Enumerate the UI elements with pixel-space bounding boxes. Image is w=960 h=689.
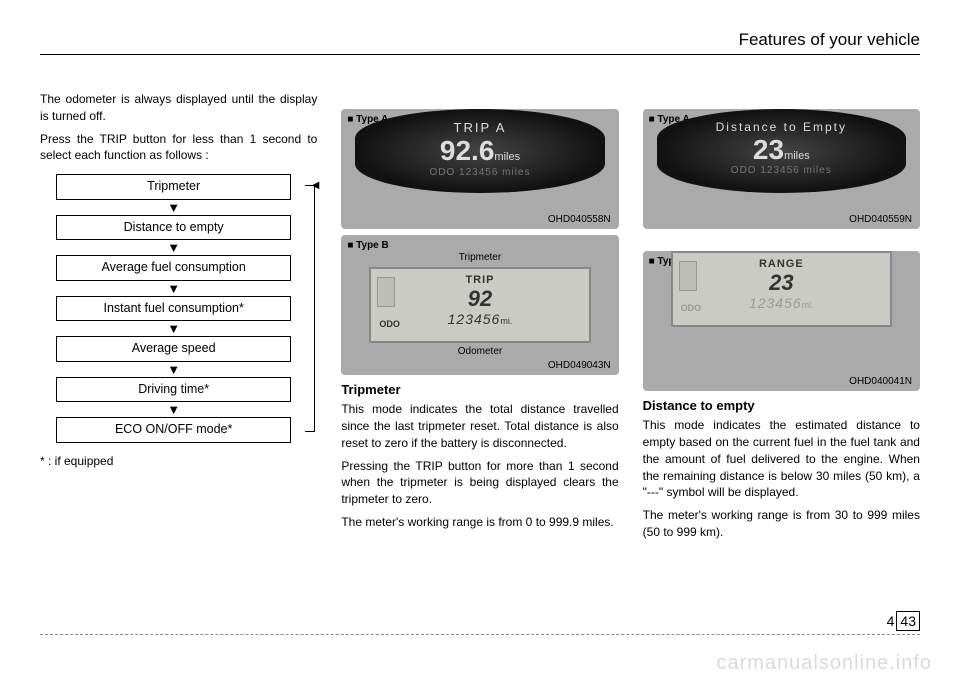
flow-avgfuel: Average fuel consumption — [56, 255, 291, 281]
intro-text: The odometer is always displayed until t… — [40, 91, 317, 164]
image-code: OHD040041N — [849, 373, 916, 389]
tripmeter-heading: Tripmeter — [341, 381, 618, 399]
trip-p1: This mode indicates the total distance t… — [341, 401, 618, 451]
dte-b-mid: 23 — [673, 272, 890, 294]
page-num: 43 — [896, 611, 920, 631]
cut-line — [40, 634, 920, 635]
arrow-down-icon: ▼ — [40, 241, 307, 254]
dte-display-type-b: ■ Type B RANGE 23 ODO 123456mi. OHD04004… — [643, 251, 920, 391]
flow-footnote: * : if equipped — [40, 453, 317, 470]
trip-b-mid: 92 — [371, 288, 588, 310]
page-header: Features of your vehicle — [40, 30, 920, 55]
arrow-down-icon: ▼ — [40, 282, 307, 295]
loop-line — [305, 185, 315, 432]
flow-eco: ECO ON/OFF mode* — [56, 417, 291, 443]
dte-a-label: Distance to Empty — [657, 109, 906, 136]
intro-p2: Press the TRIP button for less than 1 se… — [40, 131, 317, 165]
arrow-down-icon: ▼ — [40, 363, 307, 376]
watermark-text: carmanualsonline.info — [716, 652, 932, 675]
lcd-b-dte: RANGE 23 ODO 123456mi. — [671, 251, 892, 327]
chapter-num: 4 — [887, 613, 895, 629]
trip-a-value: 92.6 — [440, 135, 495, 166]
trip-b-bot: 123456 — [448, 311, 501, 327]
segment-icon — [679, 261, 697, 291]
segment-icon — [377, 277, 395, 307]
trip-b-mi: mi. — [500, 316, 512, 326]
trip-display-type-b: ■ Type B Tripmeter TRIP 92 ODO 123456mi.… — [341, 235, 618, 375]
dte-a-value: 23 — [753, 134, 784, 165]
flow-instfuel: Instant fuel consumption* — [56, 296, 291, 322]
dte-display-type-a: ■ Type A Distance to Empty 23miles ODO 1… — [643, 109, 920, 229]
column-mid: ■ Type A TRIP A 92.6miles ODO 123456 mil… — [341, 91, 618, 547]
header-title: Features of your vehicle — [739, 30, 920, 49]
image-code: OHD040558N — [548, 211, 615, 227]
trip-a-unit: miles — [494, 151, 520, 163]
dte-a-unit: miles — [784, 150, 810, 162]
trip-a-odo: ODO 123456 miles — [355, 166, 604, 180]
trip-p3: The meter's working range is from 0 to 9… — [341, 514, 618, 531]
arrow-down-icon: ▼ — [40, 322, 307, 335]
image-code: OHD040559N — [849, 211, 916, 227]
trip-display-type-a: ■ Type A TRIP A 92.6miles ODO 123456 mil… — [341, 109, 618, 229]
image-code: OHD049043N — [548, 357, 615, 373]
flow-tripmeter: Tripmeter — [56, 174, 291, 200]
page-number: 443 — [887, 613, 920, 629]
column-left: The odometer is always displayed until t… — [40, 91, 317, 547]
dte-b-mi: mi. — [802, 300, 814, 310]
type-b-label: ■ Type B — [347, 239, 388, 253]
dte-p1: This mode indicates the estimated distan… — [643, 417, 920, 501]
manual-page: Features of your vehicle The odometer is… — [0, 0, 960, 567]
loop-arrow-icon: ◀ — [312, 179, 320, 193]
arrow-down-icon: ▼ — [40, 403, 307, 416]
trip-a-label: TRIP A — [355, 109, 604, 137]
dte-body: This mode indicates the estimated distan… — [643, 417, 920, 541]
lcd-a-trip: TRIP A 92.6miles ODO 123456 miles — [355, 109, 604, 193]
dte-heading: Distance to empty — [643, 397, 920, 415]
dte-b-bot: 123456 — [749, 295, 802, 311]
lcd-a-dte: Distance to Empty 23miles ODO 123456 mil… — [657, 109, 906, 193]
dte-a-odo: ODO 123456 miles — [657, 164, 906, 178]
tripmeter-body: This mode indicates the total distance t… — [341, 401, 618, 531]
flow-avgspeed: Average speed — [56, 336, 291, 362]
dte-p2: The meter's working range is from 30 to … — [643, 507, 920, 541]
trip-p2: Pressing the TRIP button for more than 1… — [341, 458, 618, 508]
column-right: ■ Type A Distance to Empty 23miles ODO 1… — [643, 91, 920, 547]
flow-drivetime: Driving time* — [56, 377, 291, 403]
intro-p1: The odometer is always displayed until t… — [40, 91, 317, 125]
content-columns: The odometer is always displayed until t… — [40, 91, 920, 547]
arrow-down-icon: ▼ — [40, 201, 307, 214]
trip-flowchart: ◀ Tripmeter ▼ Distance to empty ▼ Averag… — [40, 174, 317, 443]
flow-dte: Distance to empty — [56, 215, 291, 241]
dte-b-odolbl: ODO — [681, 302, 702, 315]
lcd-b-trip: TRIP 92 ODO 123456mi. — [369, 267, 590, 343]
trip-b-odolbl: ODO — [379, 318, 400, 331]
